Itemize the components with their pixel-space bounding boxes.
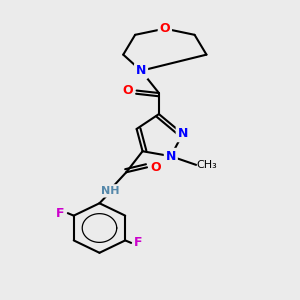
Text: O: O (151, 161, 161, 174)
Text: N: N (178, 128, 188, 140)
Text: CH₃: CH₃ (196, 160, 217, 170)
Text: N: N (136, 64, 146, 77)
Text: F: F (56, 207, 64, 220)
Text: O: O (160, 22, 170, 35)
Text: NH: NH (100, 186, 119, 196)
Text: O: O (122, 84, 133, 97)
Text: F: F (134, 236, 143, 249)
Text: N: N (166, 150, 176, 163)
